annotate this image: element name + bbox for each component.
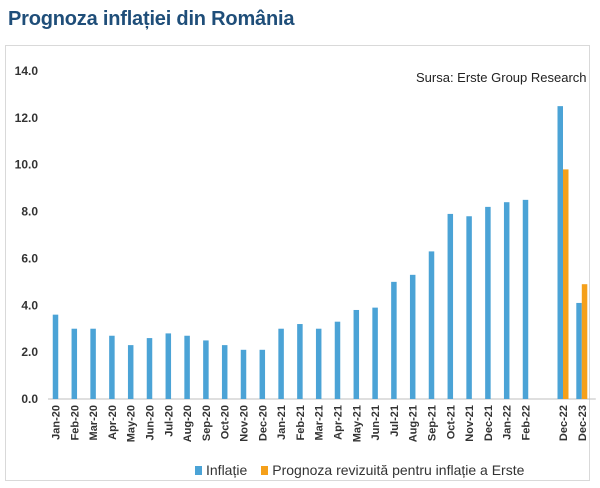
bar-inflatie [391, 281, 397, 399]
bar-inflatie [576, 302, 582, 399]
bar-inflatie [557, 106, 563, 400]
bar-inflatie [297, 324, 303, 399]
y-tick-label: 2.0 [21, 345, 38, 359]
legend-swatch-prognoza [261, 465, 269, 475]
bar-inflatie [240, 349, 247, 399]
bar-prognoza [563, 169, 569, 399]
x-tick-label: Sep-21 [427, 405, 439, 441]
x-tick-label: Jun-20 [145, 405, 157, 440]
legend-label-prognoza: Prognoza revizuită pentru inflație a Ers… [272, 462, 525, 478]
bar-inflatie [409, 274, 416, 399]
bar-inflatie [353, 309, 360, 399]
x-tick-label: Jan-22 [502, 405, 514, 440]
bar-inflatie [503, 202, 510, 399]
legend-swatch-inflatie [195, 465, 202, 475]
x-tick-label: Dec-21 [483, 405, 495, 441]
legend: Inflație Prognoza revizuită pentru infla… [195, 462, 538, 478]
x-tick-label: Feb-20 [69, 405, 81, 440]
x-tick-label: Jan-21 [276, 405, 288, 440]
x-tick-label: Oct-20 [220, 405, 232, 439]
y-tick-label: 4.0 [21, 298, 38, 312]
bar-inflatie [522, 199, 529, 399]
bar-inflatie [334, 321, 341, 399]
bar-inflatie [90, 328, 96, 399]
x-tick-label: Oct-21 [445, 405, 457, 439]
x-tick-label: Dec-20 [257, 405, 269, 441]
y-tick-label: 14.0 [15, 64, 39, 78]
x-tick-label: Mar-20 [88, 405, 100, 440]
bar-inflatie [127, 345, 134, 399]
bar-inflatie [165, 333, 172, 399]
x-tick-label: Mar-21 [314, 405, 326, 440]
x-tick-label: Jan-20 [51, 405, 63, 440]
x-tick-label: May-20 [126, 405, 138, 442]
y-tick-label: 12.0 [15, 111, 39, 125]
x-tick-label: Sep-20 [201, 405, 213, 441]
y-tick-label: 8.0 [21, 205, 38, 219]
y-tick-label: 6.0 [21, 251, 38, 265]
bar-inflatie [71, 328, 78, 399]
bar-inflatie [466, 216, 472, 399]
x-tick-label: Jul-21 [389, 405, 401, 437]
x-tick-label: Apr-20 [107, 405, 119, 440]
y-tick-label: 0.0 [21, 392, 38, 406]
bar-inflatie [221, 345, 228, 399]
x-tick-label: May-21 [351, 405, 363, 442]
bar-inflatie [203, 340, 209, 399]
chart-title: Prognoza inflației din România [8, 8, 295, 30]
legend-item-prognoza: Prognoza revizuită pentru inflație a Ers… [261, 462, 524, 478]
bar-inflatie [428, 251, 435, 399]
x-tick-label: Apr-21 [333, 405, 345, 440]
bar-inflatie [184, 335, 190, 399]
bar-inflatie [259, 349, 266, 399]
bar-inflatie [109, 335, 115, 399]
x-tick-label: Dec-23 [577, 405, 589, 441]
legend-label-inflatie: Inflație [206, 462, 248, 478]
y-tick-label: 10.0 [15, 158, 39, 172]
x-tick-label: Feb-22 [521, 405, 533, 440]
x-tick-label: Jul-20 [163, 405, 175, 437]
legend-item-inflatie: Inflație [195, 462, 247, 478]
x-tick-label: Aug-21 [408, 405, 420, 442]
source-note: Sursa: Erste Group Research [416, 70, 587, 85]
x-tick-label: Aug-20 [182, 405, 194, 442]
bar-prognoza [581, 284, 588, 399]
x-tick-label: Jun-21 [370, 405, 382, 440]
x-tick-label: Feb-21 [295, 405, 307, 440]
x-tick-label: Dec-22 [558, 405, 570, 441]
bar-inflatie [315, 328, 322, 399]
chart-frame [5, 45, 590, 481]
bar-inflatie [278, 328, 284, 399]
x-tick-label: Nov-20 [239, 405, 251, 442]
bar-inflatie [447, 213, 454, 399]
bar-inflatie [372, 307, 378, 399]
bar-inflatie [52, 314, 59, 399]
bar-inflatie [146, 338, 153, 399]
bar-inflatie [485, 206, 491, 399]
x-tick-label: Nov-21 [464, 405, 476, 442]
